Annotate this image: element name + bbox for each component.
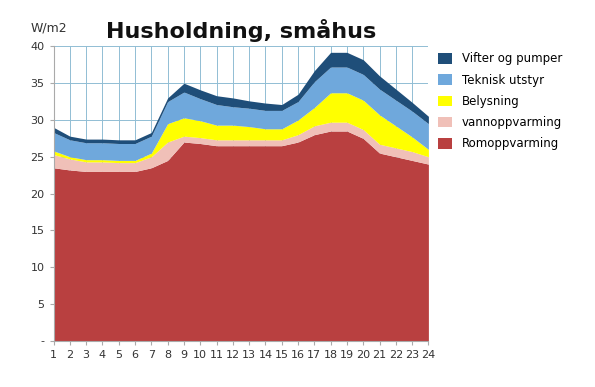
Text: W/m2: W/m2 [31, 22, 68, 35]
Title: Husholdning, småhus: Husholdning, småhus [106, 19, 376, 42]
Legend: Vifter og pumper, Teknisk utstyr, Belysning, vannoppvarming, Romoppvarming: Vifter og pumper, Teknisk utstyr, Belysn… [438, 52, 562, 151]
